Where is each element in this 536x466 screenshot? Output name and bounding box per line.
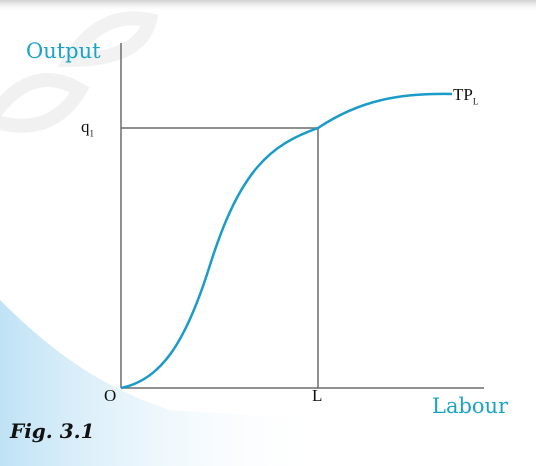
y-axis-title: Output bbox=[26, 39, 101, 63]
y-marker-label: q1 bbox=[81, 117, 94, 139]
origin-label: O bbox=[104, 386, 117, 405]
decorative-blue-band bbox=[0, 300, 330, 466]
figure-caption: Fig. 3.1 bbox=[10, 419, 95, 443]
tp-curve bbox=[120, 92, 453, 390]
watermark bbox=[0, 11, 159, 133]
top-shadow-band bbox=[0, 0, 536, 12]
curve-label: TPL bbox=[453, 85, 479, 107]
x-marker-label: L bbox=[312, 386, 323, 405]
x-axis-title: Labour bbox=[432, 394, 509, 418]
